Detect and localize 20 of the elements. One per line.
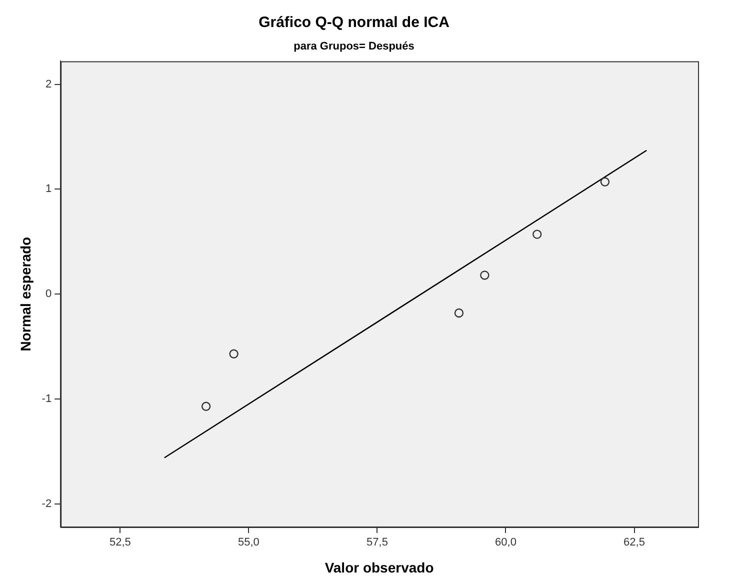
y-axis-title: Normal esperado — [17, 236, 34, 352]
x-tick-label: 55,0 — [238, 536, 260, 549]
x-axis-title: Valor observado — [324, 559, 434, 576]
point — [600, 177, 610, 186]
y-tick-label: 2 — [45, 78, 52, 90]
x-tick-label: 60,0 — [495, 536, 516, 549]
x-tick-label: 52,5 — [110, 536, 131, 549]
y-tick-label: -1 — [42, 393, 52, 406]
x-tick-label: 57,5 — [366, 536, 388, 549]
x-tick-label: 62,5 — [624, 536, 645, 549]
point — [229, 349, 238, 358]
y-tick-label: -2 — [42, 498, 52, 510]
point — [454, 308, 464, 318]
chart-subtitle: para Grupos= Después — [294, 40, 414, 53]
point — [201, 402, 211, 411]
point — [480, 270, 490, 280]
chart-title: Gráfico Q-Q normal de ICA — [258, 14, 450, 32]
y-tick-label: 1 — [45, 183, 52, 196]
y-tick-label: 0 — [45, 288, 52, 300]
point — [532, 230, 542, 239]
